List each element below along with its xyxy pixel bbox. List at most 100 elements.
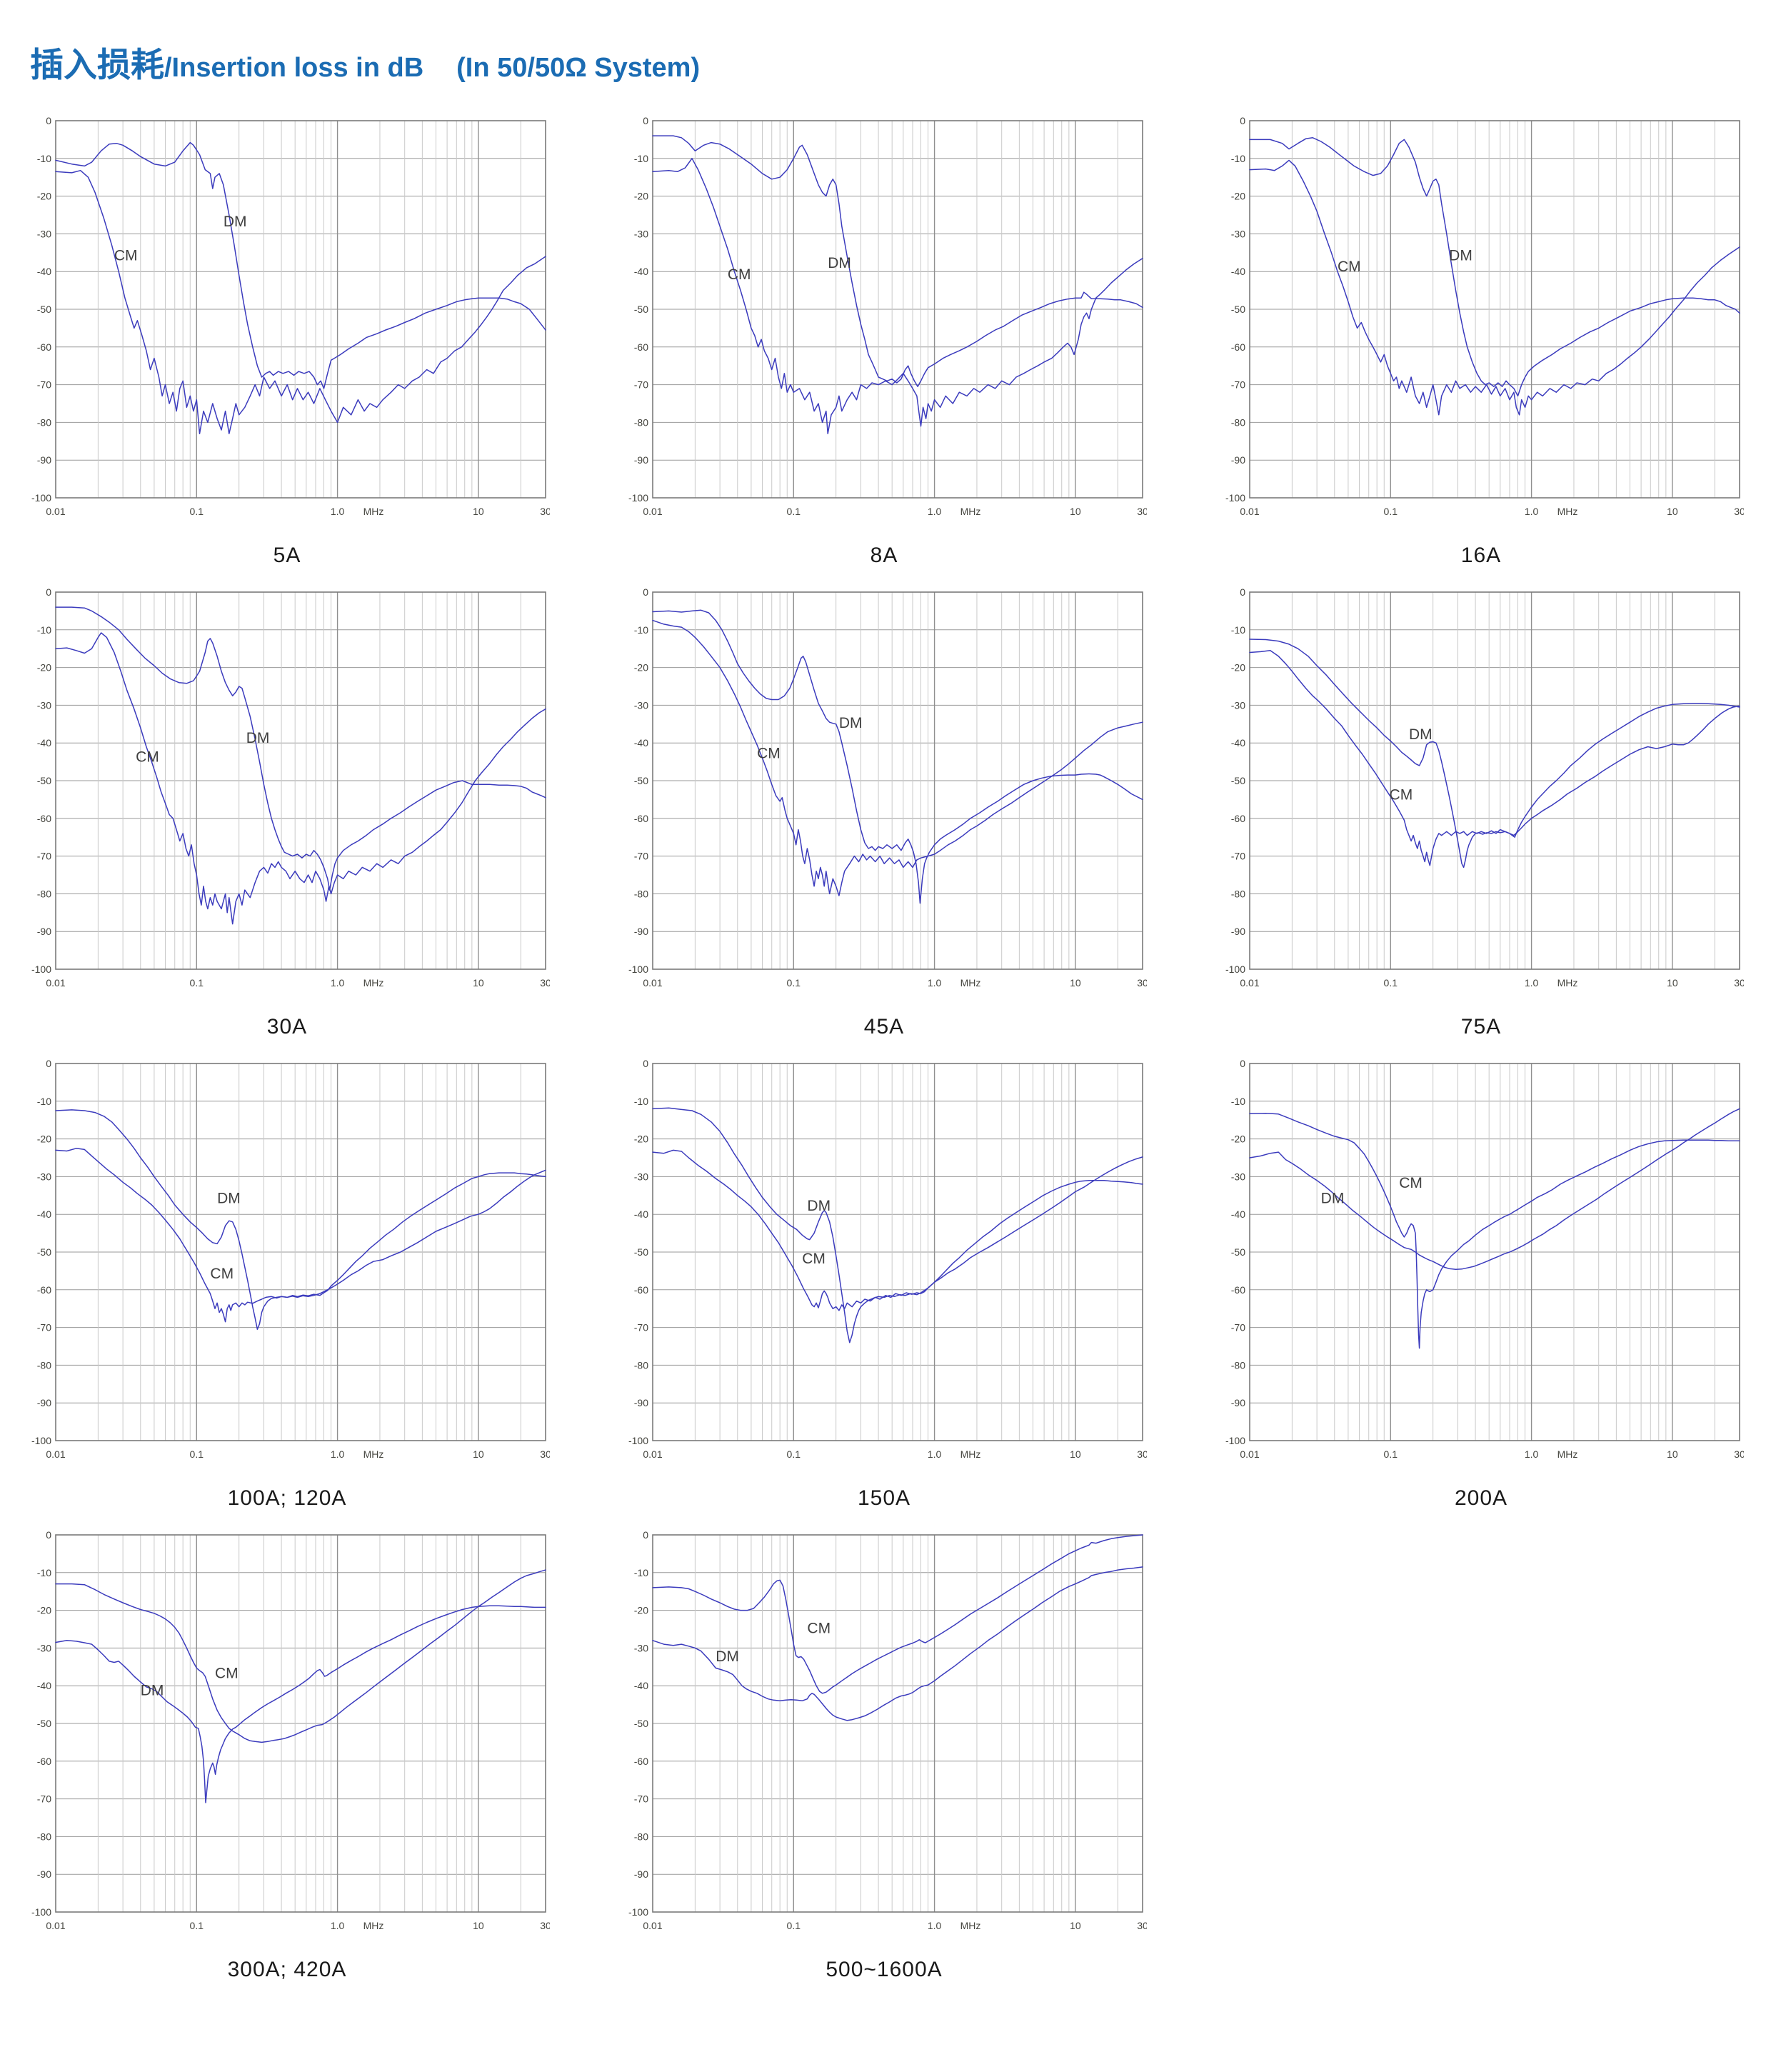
y-tick-label: -40: [634, 1680, 648, 1691]
x-tick-label: 0.1: [190, 1920, 204, 1931]
dm-label: DM: [217, 1190, 241, 1206]
y-tick-label: -50: [1231, 304, 1245, 315]
chart-caption-8a: 8A: [870, 544, 898, 567]
chart-caption-45a: 45A: [863, 1015, 905, 1038]
y-tick-label: -40: [37, 266, 51, 277]
x-tick-label: 0.1: [787, 1448, 801, 1460]
y-tick-label: -100: [1225, 964, 1245, 975]
y-tick-label: -20: [1231, 662, 1245, 674]
y-tick-label: -20: [634, 1133, 648, 1145]
cm-label: CM: [728, 266, 751, 283]
x-axis-unit: MHz: [960, 506, 981, 517]
y-tick-label: -40: [37, 1680, 51, 1691]
y-tick-label: -60: [634, 341, 648, 353]
y-tick-label: -70: [1231, 379, 1245, 391]
x-tick-label: 10: [473, 1920, 484, 1931]
y-tick-label: -30: [634, 1171, 648, 1182]
y-tick-label: -40: [37, 737, 51, 749]
y-tick-label: 0: [643, 1058, 648, 1069]
y-tick-label: -40: [1231, 1208, 1245, 1220]
dm-label: DM: [807, 1198, 831, 1214]
y-tick-label: -20: [37, 1133, 51, 1145]
x-axis-unit: MHz: [1557, 506, 1578, 517]
y-tick-label: -10: [37, 1567, 51, 1578]
x-tick-label: 10: [473, 1448, 484, 1460]
x-tick-label: 30: [1734, 977, 1744, 989]
y-tick-label: -80: [634, 1359, 648, 1371]
x-tick-label: 1.0: [928, 977, 942, 989]
cm-label: CM: [1338, 259, 1361, 275]
y-tick-label: -80: [37, 1359, 51, 1371]
cm-curve: [1249, 159, 1740, 416]
y-tick-label: -40: [634, 737, 648, 749]
y-tick-label: -30: [37, 1642, 51, 1653]
x-tick-label: 0.01: [1240, 1448, 1259, 1460]
x-tick-label: 0.01: [1240, 977, 1259, 989]
title-english: /Insertion loss in dB: [164, 53, 424, 83]
plot-border: [652, 1534, 1143, 1913]
y-tick-label: -90: [37, 1397, 51, 1408]
y-tick-label: 0: [1240, 115, 1245, 126]
y-tick-label: -20: [634, 1605, 648, 1616]
page-title: 插入损耗/Insertion loss in dB (In 50/50Ω Syst…: [30, 37, 1771, 86]
y-tick-label: -60: [37, 341, 51, 353]
dm-label: DM: [224, 214, 247, 230]
y-tick-label: -50: [634, 1718, 648, 1729]
cm-label: CM: [802, 1251, 826, 1267]
y-tick-label: -90: [1231, 1397, 1245, 1408]
y-tick-label: -10: [634, 1567, 648, 1578]
y-tick-label: -100: [628, 964, 648, 975]
chart-plot-200a: 0 -10 -20 -30 -40 -50 -60 -70 -80 -90 -100 0.01 0.1 1…: [1218, 1058, 1744, 1476]
chart-30a: 0 -10 -20 -30 -40 -50 -60 -70 -80 -90 -100 0.01 0.1 1…: [24, 586, 550, 1039]
cm-curve: [55, 1148, 546, 1323]
dm-curve: [1249, 639, 1740, 869]
cm-curve: [1249, 1112, 1740, 1349]
x-axis-unit: MHz: [960, 977, 981, 989]
y-tick-label: -20: [634, 191, 648, 202]
cm-curve: [652, 619, 1143, 896]
y-tick-label: -100: [31, 492, 51, 504]
cm-label: CM: [215, 1666, 239, 1682]
x-tick-label: 30: [1734, 506, 1744, 517]
y-tick-label: -80: [37, 416, 51, 428]
x-tick-label: 30: [540, 1448, 550, 1460]
y-tick-label: -40: [37, 1208, 51, 1220]
y-tick-label: -80: [1231, 416, 1245, 428]
dm-curve: [55, 1109, 546, 1330]
cm-curve: [652, 1149, 1143, 1311]
y-tick-label: -40: [1231, 266, 1245, 277]
y-tick-label: -50: [37, 304, 51, 315]
y-tick-label: -70: [634, 379, 648, 391]
x-axis-unit: MHz: [363, 506, 384, 517]
x-tick-label: 10: [1667, 1448, 1678, 1460]
cm-label: CM: [210, 1266, 234, 1282]
chart-caption-75a: 75A: [1460, 1015, 1502, 1038]
y-tick-label: -80: [634, 888, 648, 899]
y-tick-label: 0: [46, 586, 51, 598]
y-tick-label: 0: [46, 1058, 51, 1069]
x-tick-label: 30: [540, 506, 550, 517]
title-chinese: 插入损耗: [30, 46, 164, 84]
y-tick-label: -90: [37, 1868, 51, 1880]
x-tick-label: 10: [1667, 977, 1678, 989]
y-tick-label: -60: [37, 1284, 51, 1296]
y-tick-label: 0: [46, 1529, 51, 1541]
y-tick-label: -50: [634, 1246, 648, 1258]
y-tick-label: -60: [37, 813, 51, 824]
y-tick-label: -80: [37, 1831, 51, 1842]
x-tick-label: 1.0: [1525, 977, 1539, 989]
y-tick-label: -60: [634, 813, 648, 824]
y-tick-label: -10: [1231, 153, 1245, 164]
x-tick-label: 0.01: [643, 977, 662, 989]
y-tick-label: -20: [634, 662, 648, 674]
x-axis-unit: MHz: [960, 1920, 981, 1931]
dm-curve: [55, 1605, 546, 1803]
chart-8a: 0 -10 -20 -30 -40 -50 -60 -70 -80 -90 -100 0.01 0.1 1…: [621, 115, 1147, 568]
x-tick-label: 10: [1070, 506, 1081, 517]
cm-label: CM: [1390, 786, 1413, 803]
dm-curve: [652, 609, 1143, 904]
dm-curve: [55, 141, 546, 389]
y-tick-label: -10: [1231, 624, 1245, 636]
y-tick-label: -50: [37, 1246, 51, 1258]
y-tick-label: -60: [1231, 813, 1245, 824]
